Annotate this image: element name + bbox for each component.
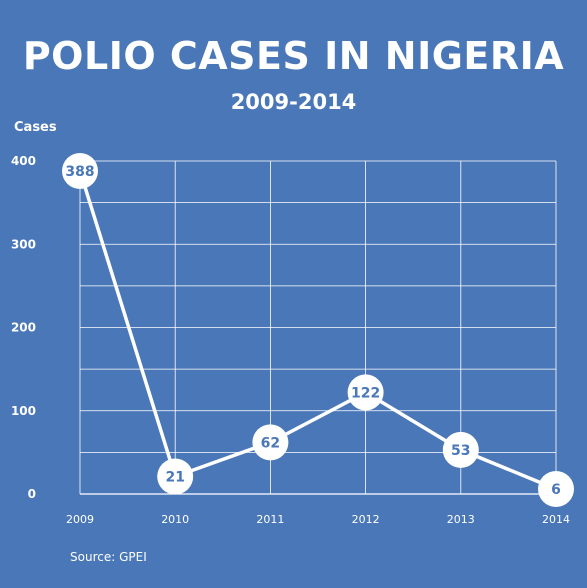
data-point [442,431,479,468]
y-tick-label: 0 [28,487,36,501]
y-tick-label: 400 [11,154,36,168]
data-label: 53 [451,443,470,459]
x-tick-label: 2009 [66,513,94,526]
data-point [538,471,574,508]
data-label: 62 [261,435,280,451]
y-tick-label: 100 [11,404,36,418]
data-label: 388 [65,164,94,180]
y-tick-label: 200 [11,321,36,335]
data-label: 122 [351,385,380,401]
x-tick-label: 2013 [447,513,475,526]
data-point [157,458,194,495]
data-point [347,374,384,411]
data-label: 21 [165,470,184,486]
data-label: 6 [551,482,561,498]
chart-title: POLIO CASES IN NIGERIA [22,34,565,78]
source-note: Source: GPEI [70,550,147,564]
data-point [252,424,289,461]
y-tick-label: 300 [11,237,36,251]
chart-subtitle: 2009-2014 [230,90,357,114]
x-tick-label: 2011 [256,513,284,526]
y-axis-label: Cases [14,120,57,135]
x-tick-label: 2014 [542,513,570,526]
series-line [78,170,557,491]
x-tick-label: 2010 [161,513,189,526]
x-tick-label: 2012 [352,513,380,526]
data-point [62,152,98,189]
